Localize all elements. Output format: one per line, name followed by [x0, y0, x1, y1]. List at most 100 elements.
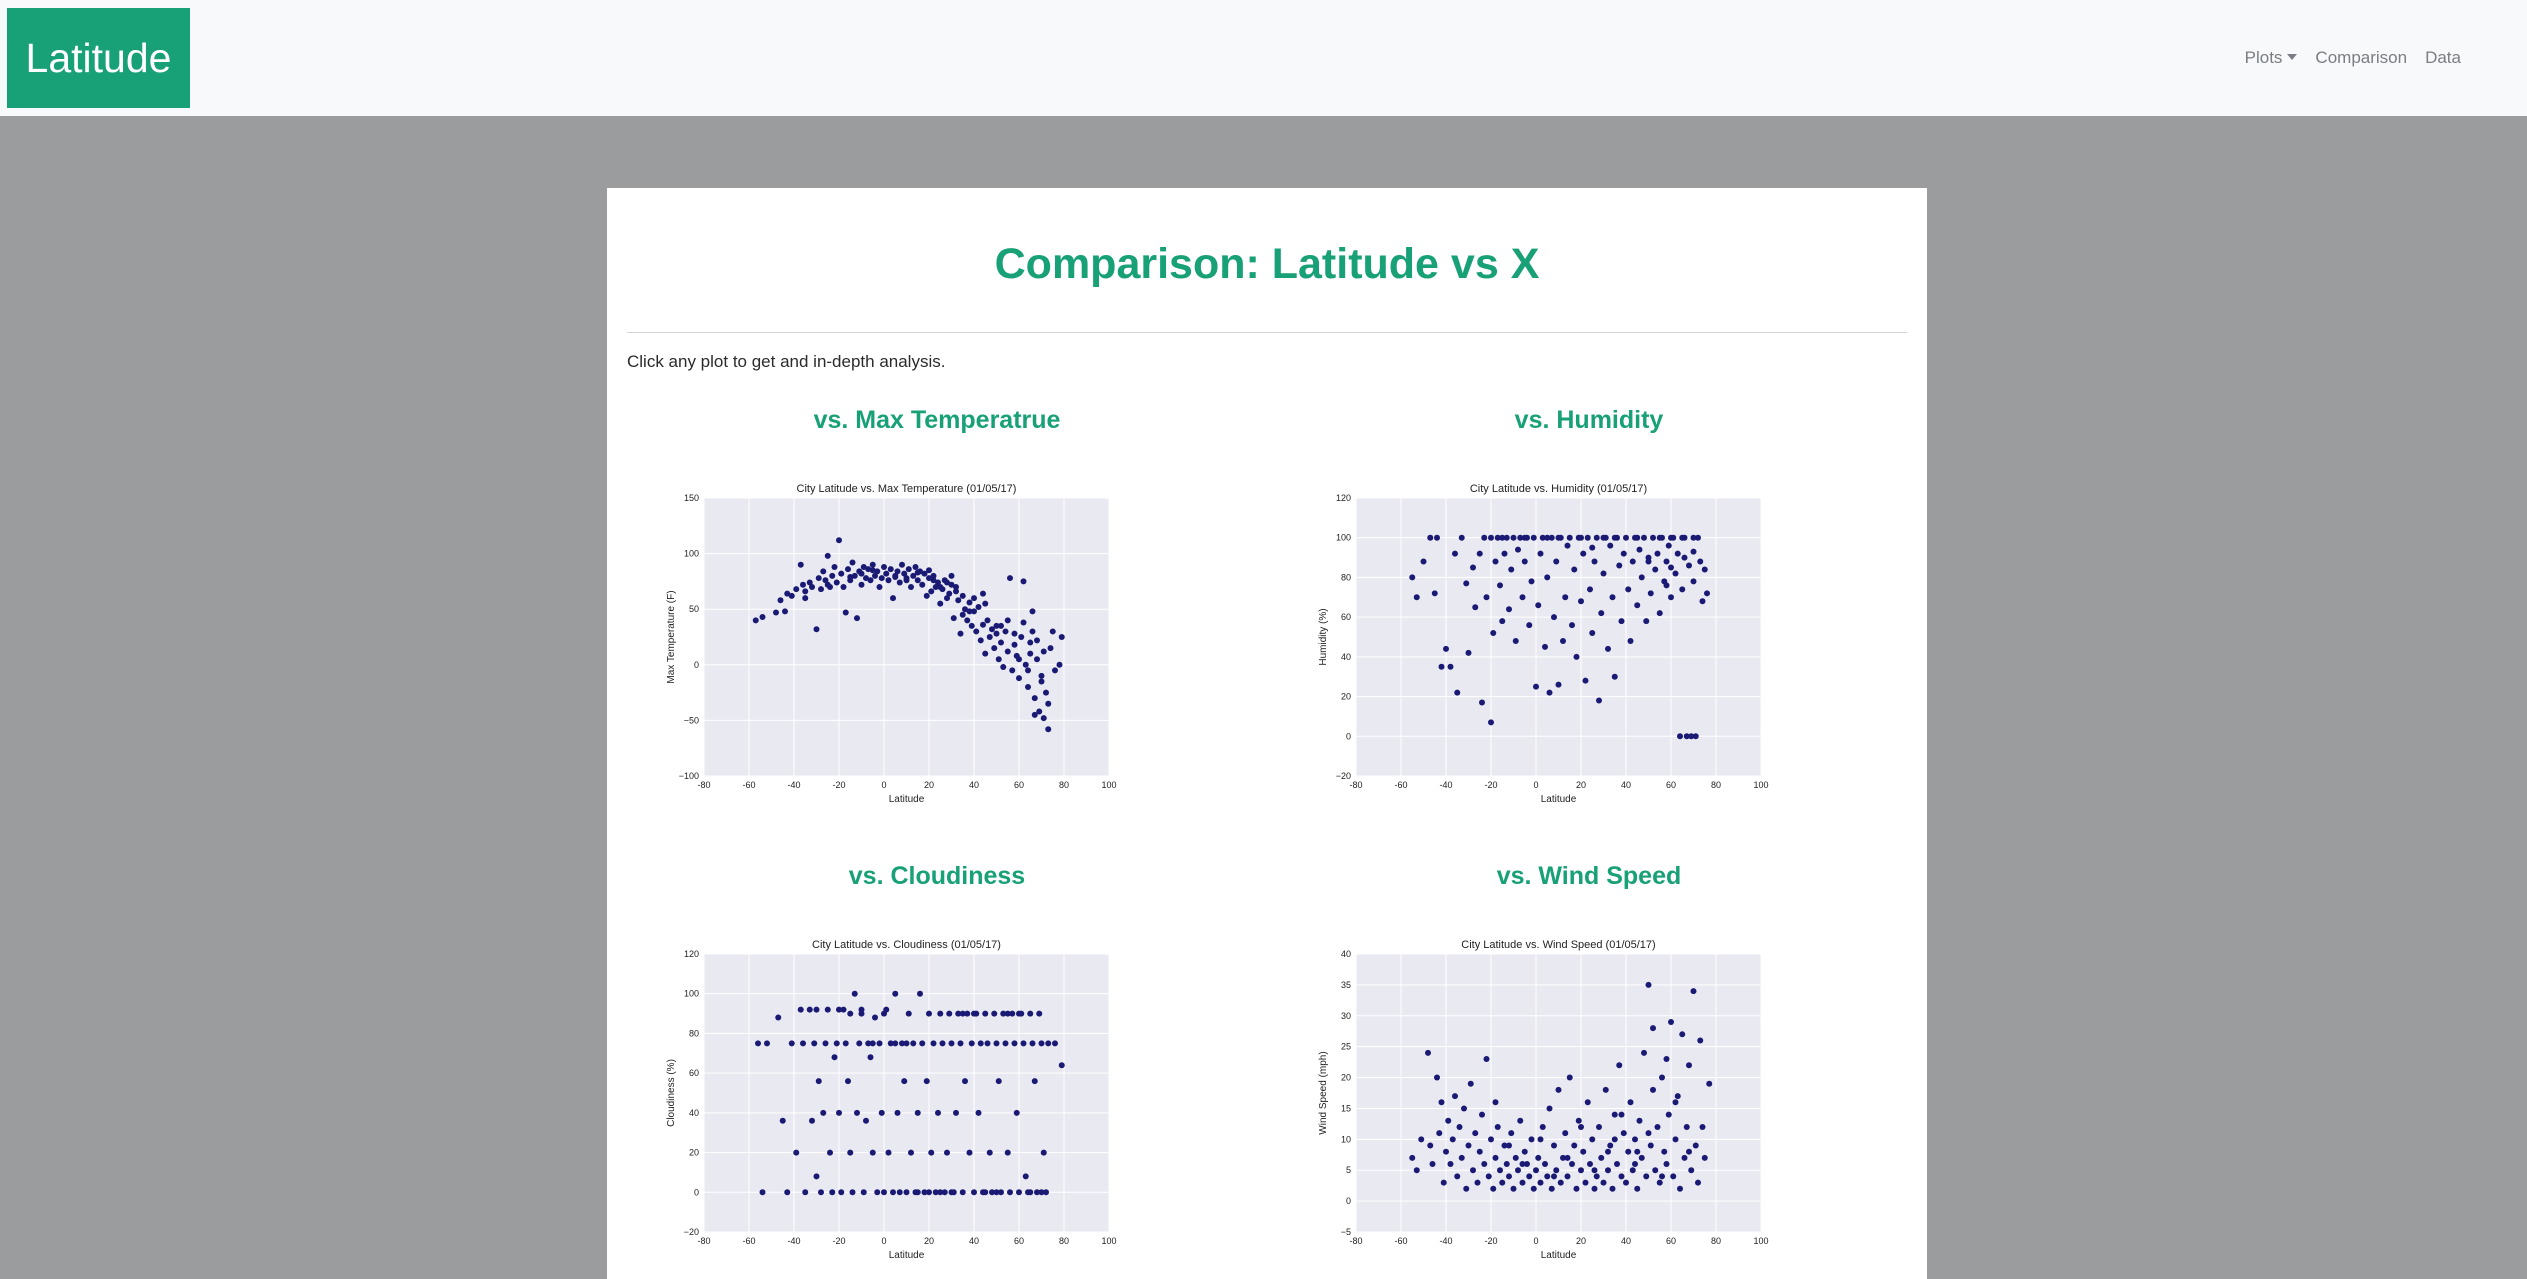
- data-point: [1564, 542, 1571, 549]
- data-point: [1004, 1149, 1011, 1156]
- data-point: [797, 1006, 804, 1013]
- data-point: [1623, 1179, 1629, 1186]
- data-point: [784, 590, 791, 597]
- data-point: [1494, 1123, 1501, 1130]
- data-point: [867, 1054, 874, 1061]
- brand-logo[interactable]: Latitude: [7, 8, 190, 108]
- data-point: [923, 1078, 930, 1085]
- data-point: [1038, 1189, 1045, 1196]
- data-point: [1699, 1123, 1706, 1130]
- data-point: [824, 552, 831, 559]
- y-tick-label: 20: [1341, 692, 1351, 702]
- data-point: [1634, 602, 1641, 609]
- x-tick-label: 80: [1711, 780, 1721, 790]
- data-point: [1690, 578, 1697, 585]
- data-point: [971, 1010, 977, 1017]
- scatter-chart[interactable]: -80 -60 -40 -20 0 20 40 60 80 100 −100 −50 0 50 100 150…: [647, 476, 1117, 821]
- data-point: [836, 1006, 842, 1013]
- plot-max-temperature[interactable]: -80 -60 -40 -20 0 20 40 60 80 100 −100 −50 0 50 100 150…: [647, 476, 1117, 821]
- data-point: [820, 1109, 827, 1116]
- data-point: [1623, 534, 1629, 541]
- data-point: [847, 1149, 854, 1156]
- y-axis-label: Wind Speed (mph): [1318, 1051, 1329, 1134]
- data-point: [881, 1189, 887, 1196]
- data-point: [1470, 564, 1476, 571]
- data-point: [932, 583, 939, 590]
- data-point: [1494, 534, 1501, 541]
- x-tick-label: -40: [787, 780, 800, 790]
- y-tick-label: 120: [684, 949, 699, 959]
- plot-cloudiness[interactable]: -80 -60 -40 -20 0 20 40 60 80 100 −20 0 20 40 60 80 100 1…: [647, 932, 1117, 1277]
- plot-area: [704, 498, 1109, 776]
- data-point: [980, 621, 986, 628]
- y-tick-label: 40: [1341, 652, 1351, 662]
- data-point: [1454, 1173, 1461, 1180]
- data-point: [1688, 1167, 1695, 1174]
- scatter-chart[interactable]: -80 -60 -40 -20 0 20 40 60 80 100 −20 0 20 40 60 80 100 1…: [1299, 476, 1769, 821]
- data-point: [1562, 1130, 1569, 1137]
- data-point: [1602, 1086, 1609, 1093]
- data-point: [1443, 645, 1449, 652]
- divider: [627, 332, 1907, 333]
- data-point: [968, 622, 975, 629]
- data-point: [1596, 1123, 1602, 1130]
- data-point: [1668, 1018, 1674, 1025]
- data-point: [1004, 648, 1011, 655]
- data-point: [1007, 1189, 1013, 1196]
- data-point: [1670, 1173, 1677, 1180]
- data-point: [989, 626, 995, 633]
- scatter-chart[interactable]: -80 -60 -40 -20 0 20 40 60 80 100 −5 0 5 10 15 20 25 30 35…: [1299, 932, 1769, 1277]
- data-point: [1483, 1056, 1490, 1063]
- data-point: [1596, 697, 1602, 704]
- data-point: [1690, 534, 1697, 541]
- data-point: [847, 1010, 854, 1017]
- plot-wind-speed[interactable]: -80 -60 -40 -20 0 20 40 60 80 100 −5 0 5 10 15 20 25 30 35…: [1299, 932, 1769, 1277]
- data-point: [1618, 1173, 1625, 1180]
- data-point: [858, 581, 865, 588]
- x-tick-label: -20: [1484, 780, 1497, 790]
- data-point: [1013, 1109, 1020, 1116]
- data-point: [1636, 1117, 1643, 1124]
- data-point: [1674, 1093, 1681, 1100]
- data-point: [788, 592, 795, 599]
- data-point: [948, 1040, 955, 1047]
- x-tick-label: 40: [969, 780, 979, 790]
- data-point: [1485, 1173, 1492, 1180]
- data-point: [892, 990, 899, 997]
- data-point: [1038, 678, 1045, 685]
- data-point: [1045, 700, 1052, 707]
- nav-plots-dropdown[interactable]: Plots: [2236, 46, 2307, 70]
- data-point: [1618, 618, 1625, 625]
- data-point: [867, 577, 874, 584]
- y-tick-label: 0: [1346, 1196, 1351, 1206]
- data-point: [1029, 1040, 1036, 1047]
- data-point: [863, 1117, 869, 1124]
- data-point: [1034, 637, 1040, 644]
- data-point: [1609, 594, 1616, 601]
- data-point: [1600, 534, 1607, 541]
- data-point: [993, 622, 1000, 629]
- data-point: [1663, 558, 1670, 565]
- data-point: [989, 1189, 995, 1196]
- caret-down-icon: [2287, 54, 2298, 61]
- x-tick-label: -40: [787, 1236, 800, 1246]
- y-tick-label: 5: [1346, 1165, 1351, 1175]
- data-point: [1528, 578, 1535, 585]
- nav-comparison-link[interactable]: Comparison: [2315, 48, 2408, 67]
- data-point: [1434, 534, 1440, 541]
- data-point: [842, 1040, 849, 1047]
- data-point: [1501, 1142, 1508, 1149]
- nav-links: Plots Comparison Data: [2236, 46, 2470, 70]
- nav-data-link[interactable]: Data: [2425, 48, 2461, 67]
- data-point: [1492, 558, 1499, 565]
- data-point: [1605, 1148, 1611, 1155]
- scatter-chart[interactable]: -80 -60 -40 -20 0 20 40 60 80 100 −20 0 20 40 60 80 100 1…: [647, 932, 1117, 1277]
- data-point: [984, 1040, 991, 1047]
- data-point: [1629, 1167, 1636, 1174]
- data-point: [1508, 1130, 1515, 1137]
- data-point: [1034, 656, 1040, 663]
- data-point: [903, 1189, 910, 1196]
- data-point: [1546, 1105, 1553, 1112]
- data-point: [813, 1006, 820, 1013]
- plot-humidity[interactable]: -80 -60 -40 -20 0 20 40 60 80 100 −20 0 20 40 60 80 100 1…: [1299, 476, 1769, 821]
